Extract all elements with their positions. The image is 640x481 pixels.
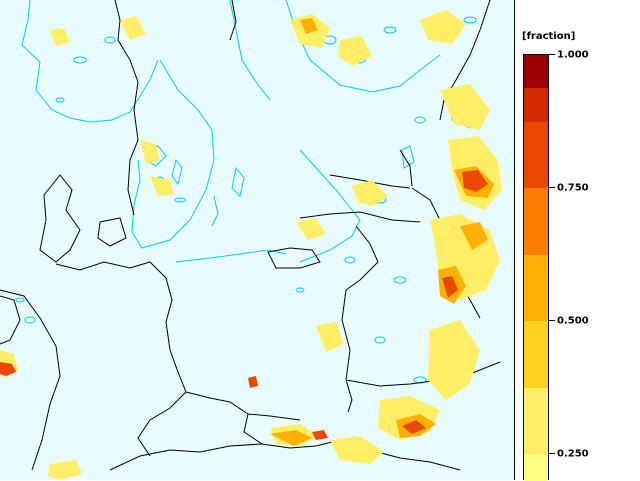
colorbar-tick-label: 0.500: [557, 315, 589, 327]
colorbar-band: [524, 387, 548, 455]
belarus-ukraine-border: [345, 361, 501, 387]
colorbar-band: [524, 254, 548, 322]
netherlands-outline: [0, 295, 21, 345]
colorbar-band: [524, 321, 548, 388]
colorbar-tick: [549, 54, 555, 55]
colorbar: [523, 54, 549, 481]
poland-ukraine-border: [345, 379, 353, 413]
country-borders: [0, 0, 501, 471]
lithuania-belarus-border: [345, 225, 379, 291]
germany-west-border: [0, 289, 61, 471]
finland-russia-border: [439, 0, 491, 121]
colorbar-band: [524, 55, 548, 89]
poland-czech-border: [185, 391, 301, 421]
kaliningrad-border: [267, 247, 321, 269]
colorbar-band: [524, 121, 548, 189]
norway-sweden-border: [114, 0, 139, 216]
lake-peipus: [401, 145, 415, 169]
germany-north-coast: [55, 261, 167, 279]
baltic-states-coast: [299, 149, 361, 263]
denmark-outline: [39, 174, 81, 263]
lake-speckles: [15, 16, 477, 384]
austria-border: [109, 443, 263, 471]
estonia-russia-border: [399, 149, 413, 187]
slovakia-hungary-border: [261, 439, 341, 449]
germany-poland-border: [165, 277, 187, 393]
zealand-outline: [97, 217, 127, 247]
map-panel: [0, 0, 515, 480]
colorbar-band: [524, 88, 548, 122]
oland-outline: [211, 195, 219, 227]
germany-czech-border: [137, 391, 187, 457]
sweden-coastline: [131, 59, 215, 249]
colorbar-band: [524, 454, 548, 481]
legend: [fraction] 1.000 0.750 0.500 0.250: [517, 0, 640, 481]
map-svg: [0, 0, 502, 480]
latvia-lithuania-border: [299, 211, 421, 223]
colorbar-tick-label: 1.000: [557, 49, 589, 61]
colorbar-tick: [549, 320, 555, 322]
colorbar-band: [524, 188, 548, 255]
fraction-low-patches: [0, 10, 502, 480]
fraction-high-patches: [0, 170, 488, 440]
colorbar-tick: [549, 453, 555, 455]
gulf-of-bothnia-coast: [229, 0, 271, 101]
colorbar-tick-label: 0.750: [557, 182, 589, 194]
sweden-finland-border: [229, 0, 237, 41]
coastlines: [21, 0, 481, 263]
estonia-latvia-border: [329, 174, 411, 189]
colorbar-tick-label: 0.250: [557, 448, 589, 460]
legend-unit-label: [fraction]: [522, 31, 576, 42]
gotland-outline: [231, 166, 245, 197]
colorbar-tick: [549, 187, 555, 189]
lake-vattern: [171, 158, 183, 186]
norway-coastline: [21, 0, 159, 123]
poland-belarus-border: [341, 289, 351, 381]
czech-slovakia-border: [243, 413, 263, 445]
